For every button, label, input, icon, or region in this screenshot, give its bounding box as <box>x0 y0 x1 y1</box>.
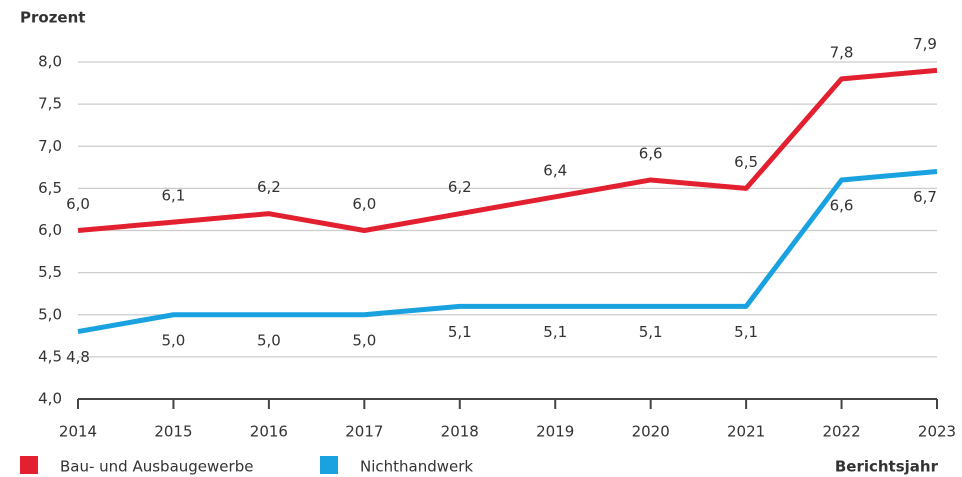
y-axis-title: Prozent <box>20 9 85 27</box>
y-tick-label: 5,5 <box>38 263 62 281</box>
data-label: 6,5 <box>734 153 758 171</box>
x-tick-label: 2023 <box>918 423 956 441</box>
y-tick-label: 6,0 <box>38 221 62 239</box>
data-label: 4,8 <box>66 348 90 366</box>
data-label: 5,1 <box>639 323 663 341</box>
legend-label: Nichthandwerk <box>360 458 473 476</box>
legend-swatch <box>320 456 338 474</box>
data-label: 5,0 <box>352 331 376 349</box>
x-tick-label: 2015 <box>154 423 192 441</box>
data-label: 6,0 <box>66 195 90 213</box>
data-label: 7,9 <box>913 35 937 53</box>
y-tick-label: 4,0 <box>38 390 62 408</box>
y-tick-label: 7,5 <box>38 95 62 113</box>
x-tick-label: 2014 <box>59 423 97 441</box>
data-label: 6,7 <box>913 188 937 206</box>
data-label: 5,1 <box>448 323 472 341</box>
legend-swatch <box>20 456 38 474</box>
data-label: 6,2 <box>448 178 472 196</box>
data-label: 6,6 <box>830 196 854 214</box>
series-line <box>77 67 938 233</box>
y-tick-label: 7,0 <box>38 137 62 155</box>
x-tick-label: 2016 <box>250 423 288 441</box>
x-tick-label: 2022 <box>822 423 860 441</box>
x-tick-label: 2018 <box>441 423 479 441</box>
data-label: 6,0 <box>352 195 376 213</box>
data-label: 6,4 <box>543 161 567 179</box>
series-line <box>77 169 938 335</box>
data-label: 7,8 <box>830 43 854 61</box>
x-tick-label: 2020 <box>632 423 670 441</box>
y-tick-label: 5,0 <box>38 305 62 323</box>
x-tick-label: 2017 <box>345 423 383 441</box>
data-label: 5,1 <box>734 323 758 341</box>
data-label: 6,1 <box>162 187 186 205</box>
data-label: 5,0 <box>257 331 281 349</box>
x-tick-label: 2019 <box>536 423 574 441</box>
y-tick-label: 8,0 <box>38 53 62 71</box>
data-label: 6,6 <box>639 144 663 162</box>
y-tick-label: 4,5 <box>38 347 62 365</box>
data-label: 5,1 <box>543 323 567 341</box>
data-label: 6,2 <box>257 178 281 196</box>
legend-label: Bau- und Ausbaugewerbe <box>60 458 253 476</box>
y-tick-label: 6,5 <box>38 179 62 197</box>
data-label: 5,0 <box>162 331 186 349</box>
x-tick-label: 2021 <box>727 423 765 441</box>
x-axis-title: Berichtsjahr <box>835 458 939 476</box>
